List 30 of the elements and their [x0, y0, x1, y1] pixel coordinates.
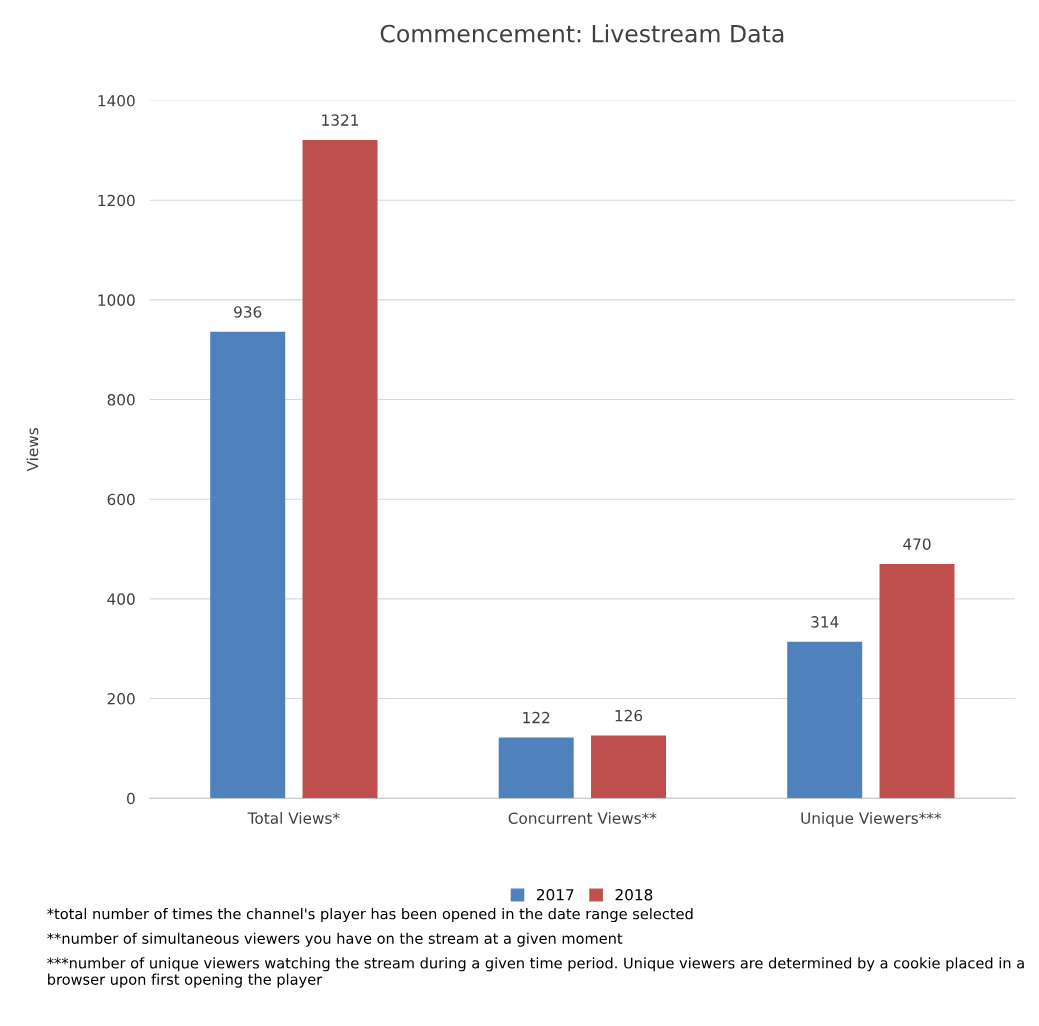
data-label: 470 — [903, 538, 931, 550]
data-label: 936 — [234, 306, 262, 318]
data-label: 314 — [811, 616, 839, 628]
y-tick-label: 1000 — [98, 294, 135, 306]
bar — [787, 641, 863, 799]
y-axis-title: Views — [26, 428, 39, 472]
data-label: 1321 — [322, 114, 359, 126]
data-label: 126 — [615, 709, 643, 722]
bar — [498, 737, 574, 799]
data-label: 122 — [523, 711, 550, 724]
y-tick-label: 1200 — [98, 194, 135, 207]
text: *total number of times the channel's player has been opened in the date range selected — [47, 908, 693, 923]
text: **number of simultaneous viewers you have on the stream at a given moment — [47, 932, 623, 947]
y-tick-label: 1400 — [98, 95, 135, 107]
bar — [879, 564, 955, 799]
bar — [302, 139, 378, 799]
y-tick-label: 600 — [107, 493, 135, 506]
chart-title: Commencement: Livestream Data — [380, 24, 784, 43]
legend-label: 2017 — [536, 888, 574, 901]
y-tick-label: 200 — [107, 693, 135, 705]
bar — [210, 331, 286, 799]
y-tick-label: 400 — [107, 593, 135, 605]
x-tick-label: Total Views* — [247, 812, 340, 824]
text: ***number of unique viewers watching the stream during a given time period. Unique viewers are determined by a cookie placed in a browser upon first opening the player — [47, 957, 1024, 988]
legend-label: 2018 — [615, 888, 653, 901]
x-tick-label: Concurrent Views** — [508, 812, 657, 824]
bar — [591, 735, 667, 799]
x-tick-label: Unique Viewers*** — [801, 812, 942, 827]
y-tick-label: 0 — [127, 792, 135, 805]
y-tick-label: 800 — [107, 394, 135, 406]
